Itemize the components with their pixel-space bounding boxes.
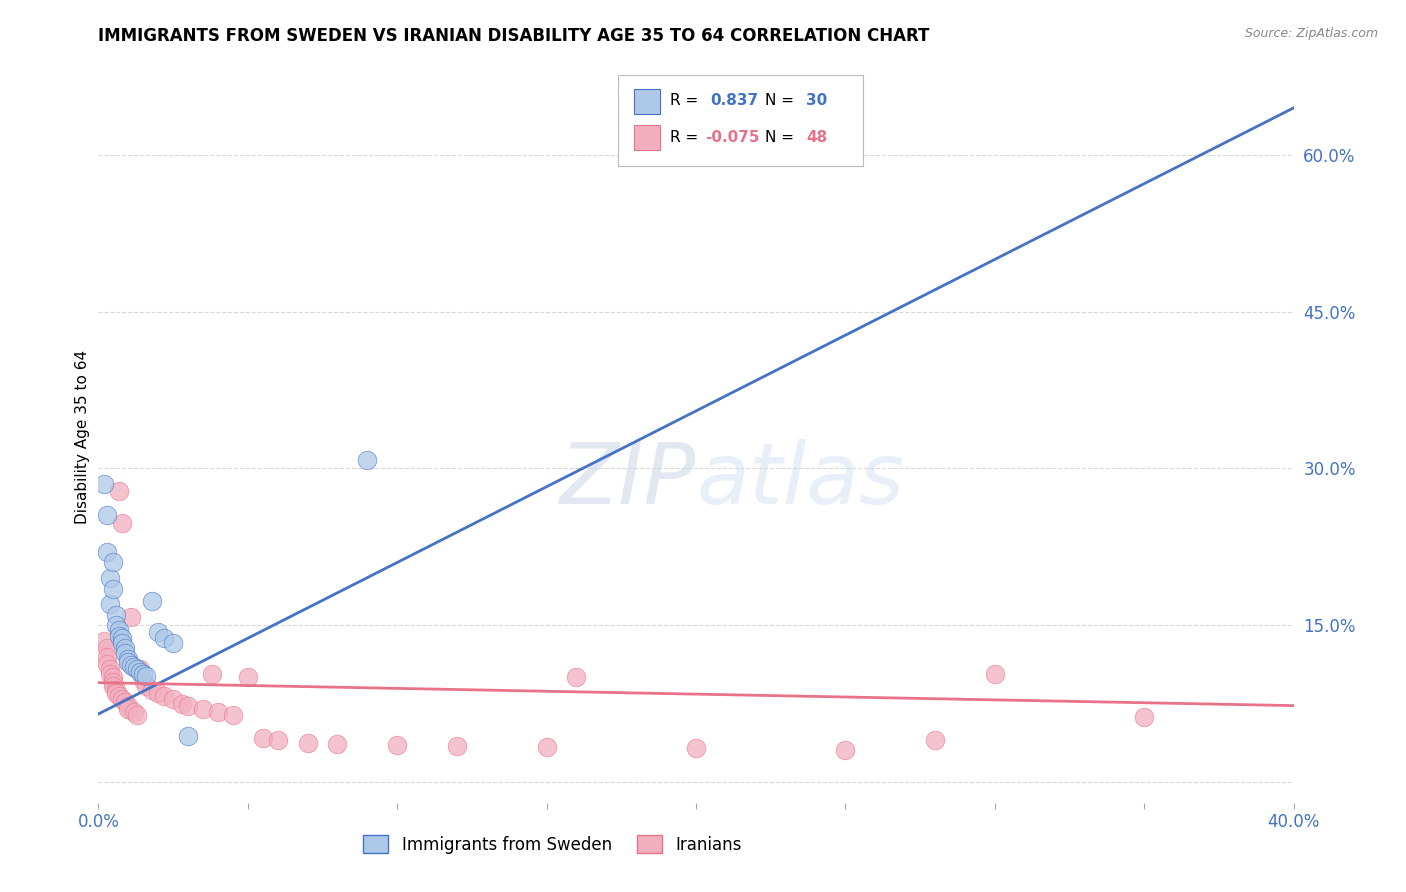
- Point: [385, 739, 409, 753]
- Point: [103, 582, 125, 596]
- Point: [96, 641, 118, 656]
- Point: [103, 674, 125, 689]
- Point: [201, 667, 224, 681]
- Text: ZIP: ZIP: [560, 440, 696, 523]
- Point: [924, 733, 946, 747]
- Point: [191, 702, 214, 716]
- Point: [132, 673, 155, 687]
- Point: [172, 697, 194, 711]
- Point: [108, 484, 131, 499]
- Point: [111, 692, 134, 706]
- Point: [127, 708, 149, 723]
- Point: [117, 651, 139, 665]
- Point: [148, 686, 170, 700]
- Bar: [634, 125, 661, 150]
- Text: N =: N =: [765, 93, 794, 108]
- Point: [127, 662, 149, 676]
- Text: -0.075: -0.075: [706, 129, 761, 145]
- Point: [100, 667, 122, 681]
- Point: [111, 631, 134, 645]
- Point: [108, 629, 131, 643]
- Point: [177, 729, 200, 743]
- Text: Source: ZipAtlas.com: Source: ZipAtlas.com: [1244, 27, 1378, 40]
- Point: [162, 692, 184, 706]
- Point: [984, 667, 1007, 681]
- Point: [536, 740, 558, 755]
- Point: [148, 625, 170, 640]
- Point: [100, 662, 122, 676]
- Point: [93, 477, 115, 491]
- Point: [565, 670, 588, 684]
- Text: R =: R =: [669, 93, 697, 108]
- Point: [132, 667, 155, 681]
- Point: [117, 702, 139, 716]
- Point: [297, 736, 319, 750]
- Point: [117, 698, 139, 713]
- Text: 30: 30: [806, 93, 827, 108]
- Point: [108, 624, 131, 638]
- Point: [326, 737, 349, 751]
- Point: [1133, 710, 1156, 724]
- Point: [96, 657, 118, 671]
- Point: [103, 670, 125, 684]
- Text: R =: R =: [669, 129, 697, 145]
- Point: [96, 649, 118, 664]
- Point: [114, 641, 136, 656]
- Point: [267, 733, 290, 747]
- Point: [103, 679, 125, 693]
- Text: 48: 48: [806, 129, 827, 145]
- Point: [93, 633, 115, 648]
- Y-axis label: Disability Age 35 to 64: Disability Age 35 to 64: [75, 350, 90, 524]
- Point: [207, 705, 229, 719]
- Point: [129, 665, 152, 680]
- Point: [120, 657, 142, 672]
- FancyBboxPatch shape: [619, 75, 863, 167]
- Point: [100, 597, 122, 611]
- Point: [105, 618, 128, 632]
- Point: [153, 631, 176, 645]
- Point: [141, 594, 163, 608]
- Point: [105, 607, 128, 622]
- Text: IMMIGRANTS FROM SWEDEN VS IRANIAN DISABILITY AGE 35 TO 64 CORRELATION CHART: IMMIGRANTS FROM SWEDEN VS IRANIAN DISABI…: [98, 27, 929, 45]
- Text: 0.837: 0.837: [710, 93, 758, 108]
- Point: [100, 571, 122, 585]
- Point: [108, 690, 131, 704]
- Point: [120, 609, 142, 624]
- Text: N =: N =: [765, 129, 794, 145]
- Point: [834, 742, 856, 756]
- Point: [114, 646, 136, 660]
- Point: [103, 556, 125, 570]
- Point: [105, 686, 128, 700]
- Legend: Immigrants from Sweden, Iranians: Immigrants from Sweden, Iranians: [357, 829, 748, 860]
- Point: [135, 669, 157, 683]
- Point: [162, 636, 184, 650]
- Point: [685, 741, 707, 756]
- Point: [141, 682, 163, 697]
- Point: [114, 696, 136, 710]
- Point: [111, 516, 134, 530]
- Point: [236, 670, 259, 684]
- Point: [153, 690, 176, 704]
- Point: [117, 655, 139, 669]
- Point: [111, 636, 134, 650]
- Point: [105, 682, 128, 697]
- Point: [177, 698, 200, 713]
- Point: [135, 679, 157, 693]
- Bar: [634, 89, 661, 114]
- Point: [129, 662, 152, 676]
- Point: [96, 508, 118, 523]
- Point: [446, 739, 468, 754]
- Text: atlas: atlas: [696, 440, 904, 523]
- Point: [252, 731, 274, 745]
- Point: [222, 708, 245, 723]
- Point: [96, 545, 118, 559]
- Point: [626, 132, 648, 146]
- Point: [124, 705, 146, 719]
- Point: [356, 453, 378, 467]
- Point: [124, 660, 146, 674]
